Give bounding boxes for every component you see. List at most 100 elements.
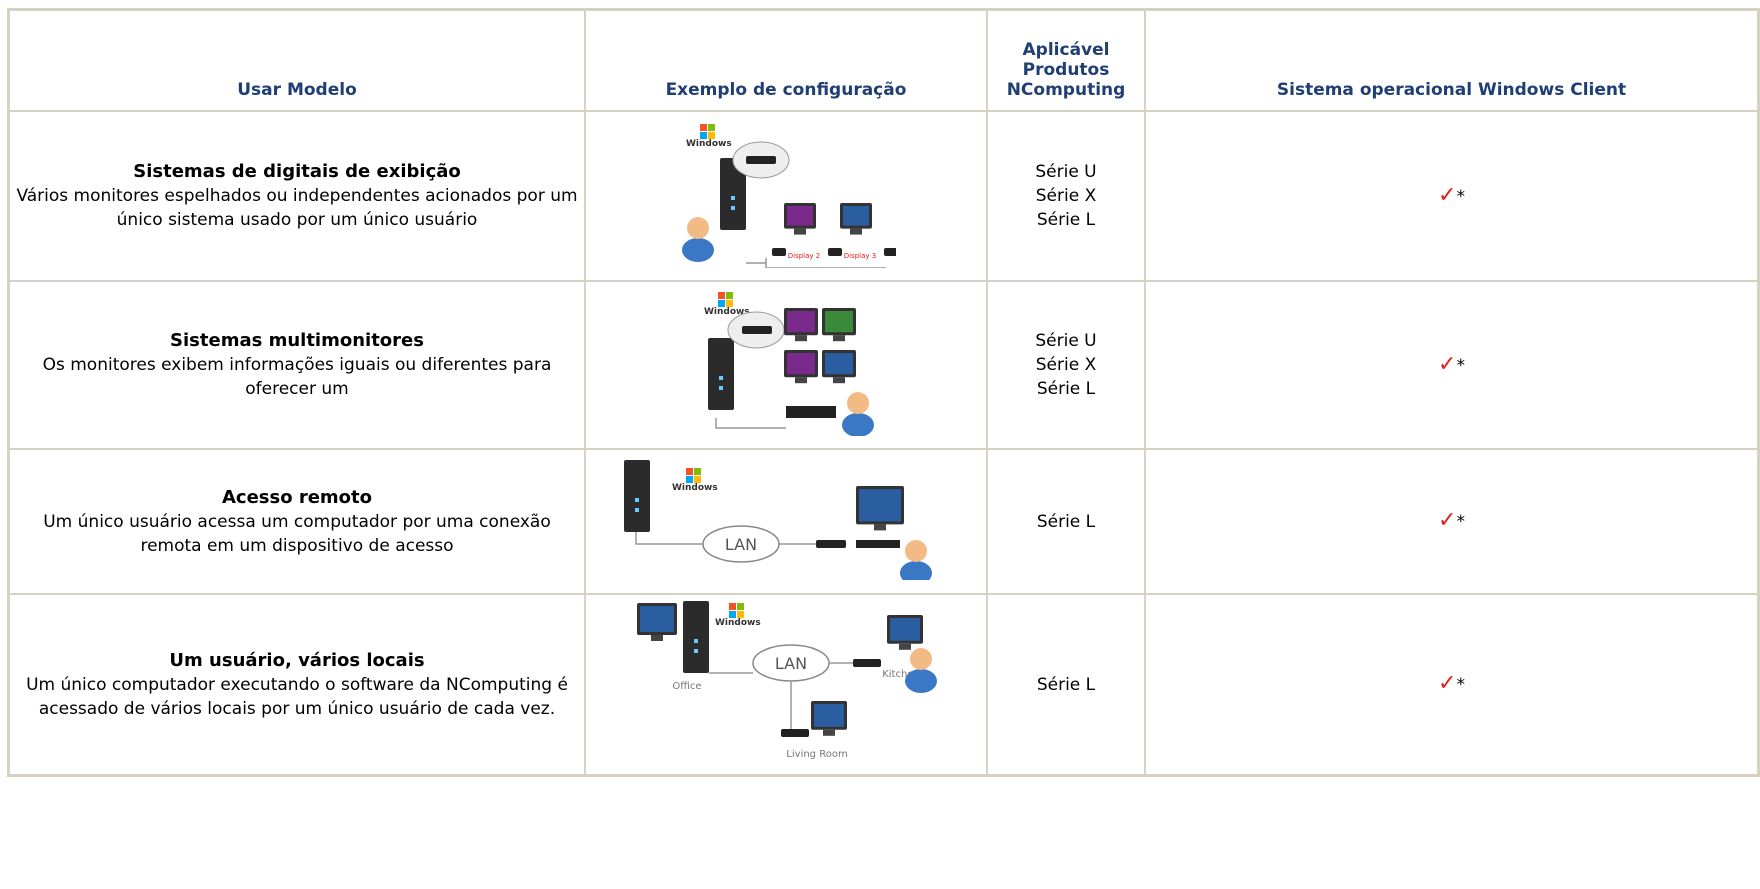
logo-tile — [737, 611, 744, 618]
cloud-label: LAN — [725, 535, 757, 554]
logo-tile — [729, 611, 736, 618]
logo-tile — [718, 291, 725, 299]
model-cell: Acesso remoto Um único usuário acessa um … — [9, 449, 585, 594]
header: Exemplo de configuração — [585, 10, 987, 111]
stand — [833, 334, 845, 341]
products-cell: Série L — [987, 594, 1145, 775]
row: Acesso remoto Um único usuário acessa um … — [9, 449, 1758, 594]
tower-light — [694, 649, 698, 653]
device — [781, 729, 809, 737]
footnote: * — [1456, 186, 1465, 207]
diagram-label: Kitchen — [882, 669, 920, 680]
screen — [890, 618, 920, 641]
keyboard — [856, 540, 900, 548]
screen — [825, 310, 853, 332]
logo-tile — [700, 131, 707, 139]
diagram-cell: Windows Office LAN Kitchen Living Room — [585, 594, 987, 775]
product: Série X — [1035, 355, 1097, 375]
person-body — [905, 669, 937, 693]
logo-tile — [700, 123, 707, 131]
person-body — [900, 561, 932, 585]
diagram-cell: Windows — [585, 281, 987, 449]
wire — [709, 662, 853, 729]
check: ✓ — [1438, 671, 1457, 696]
screen — [787, 352, 815, 374]
device — [746, 155, 776, 164]
footnote: * — [1456, 675, 1465, 695]
model-description: Um único computador executando o softwar… — [26, 674, 568, 719]
check: ✓ — [1438, 182, 1457, 208]
tower-light — [719, 375, 723, 380]
person-head — [905, 540, 927, 562]
product: Série L — [1036, 674, 1096, 695]
logo-tile — [737, 603, 744, 610]
device — [816, 540, 846, 548]
model-description: Um único usuário acessa um computador po… — [43, 511, 551, 556]
model-description: Os monitores exibem informações iguais o… — [42, 355, 552, 399]
products-cell: Série L — [987, 449, 1145, 594]
diagram: Windows Office LAN Kitchen Living Room — [637, 601, 937, 760]
diagram-label: Living Room — [786, 749, 847, 760]
device — [884, 247, 898, 256]
logo-text: Windows — [686, 139, 732, 149]
model-cell: Um usuário, vários locais Um único comput… — [9, 594, 585, 775]
product: Série L — [1036, 210, 1096, 230]
tower — [708, 337, 734, 410]
model-title: Acesso remoto — [221, 486, 373, 508]
model-title: Um usuário, vários locais — [169, 649, 425, 671]
models-table: Usar Modelo Exemplo de configuração Apli… — [7, 8, 1760, 777]
logo-tile — [708, 131, 715, 139]
os-cell: ✓* — [1145, 111, 1758, 281]
os-cell: ✓* — [1145, 594, 1758, 775]
products-cell: Série U Série X Série L — [987, 281, 1145, 449]
screen — [859, 489, 901, 522]
header: Usar Modelo — [9, 10, 585, 111]
logo-tile — [729, 603, 736, 610]
screen — [825, 352, 853, 374]
cloud — [702, 525, 780, 563]
stand — [794, 228, 806, 235]
os-cell: ✓* — [1145, 281, 1758, 449]
model-cell: Sistemas de digitais de exibição Vários m… — [9, 111, 585, 281]
model-description: Vários monitores espelhados ou independe… — [16, 186, 578, 230]
logo-text: Windows — [704, 307, 750, 317]
logo-tile — [686, 476, 693, 483]
screen — [787, 205, 813, 226]
tower — [720, 157, 746, 230]
device — [828, 247, 842, 256]
logo-tile — [686, 468, 693, 475]
person-head — [910, 648, 932, 670]
check: ✓ — [1438, 351, 1457, 377]
tower-light — [731, 195, 735, 200]
cloud-label: LAN — [775, 654, 807, 673]
tower — [683, 601, 709, 673]
device — [742, 325, 772, 334]
row: Um usuário, vários locais Um único comput… — [9, 594, 1758, 775]
logo-text: Windows — [715, 618, 761, 628]
stand — [874, 524, 886, 531]
row: Sistemas de digitais de exibição Vários m… — [9, 111, 1758, 281]
stand — [899, 643, 911, 650]
stand — [795, 376, 807, 383]
header: Aplicável Produtos NComputing — [987, 10, 1145, 111]
model-title: Sistemas de digitais de exibição — [133, 161, 461, 182]
tower-light — [635, 498, 639, 502]
diagram: Windows — [704, 291, 874, 437]
model-cell: Sistemas multimonitores Os monitores exib… — [9, 281, 585, 449]
diagram-label: Office — [672, 681, 701, 692]
logo-tile — [708, 123, 715, 131]
device — [853, 659, 881, 667]
row: Sistemas multimonitores Os monitores exib… — [9, 281, 1758, 449]
screen — [843, 205, 869, 226]
logo-tile — [694, 476, 701, 483]
logo-tile — [718, 299, 725, 307]
footnote: * — [1456, 355, 1465, 376]
header: Sistema operacional Windows Client — [1145, 10, 1758, 111]
tower-light — [731, 205, 735, 210]
tower-light — [635, 508, 639, 512]
device — [772, 247, 786, 256]
stand — [823, 729, 835, 736]
keyboard — [786, 405, 836, 418]
person-body — [682, 237, 714, 262]
